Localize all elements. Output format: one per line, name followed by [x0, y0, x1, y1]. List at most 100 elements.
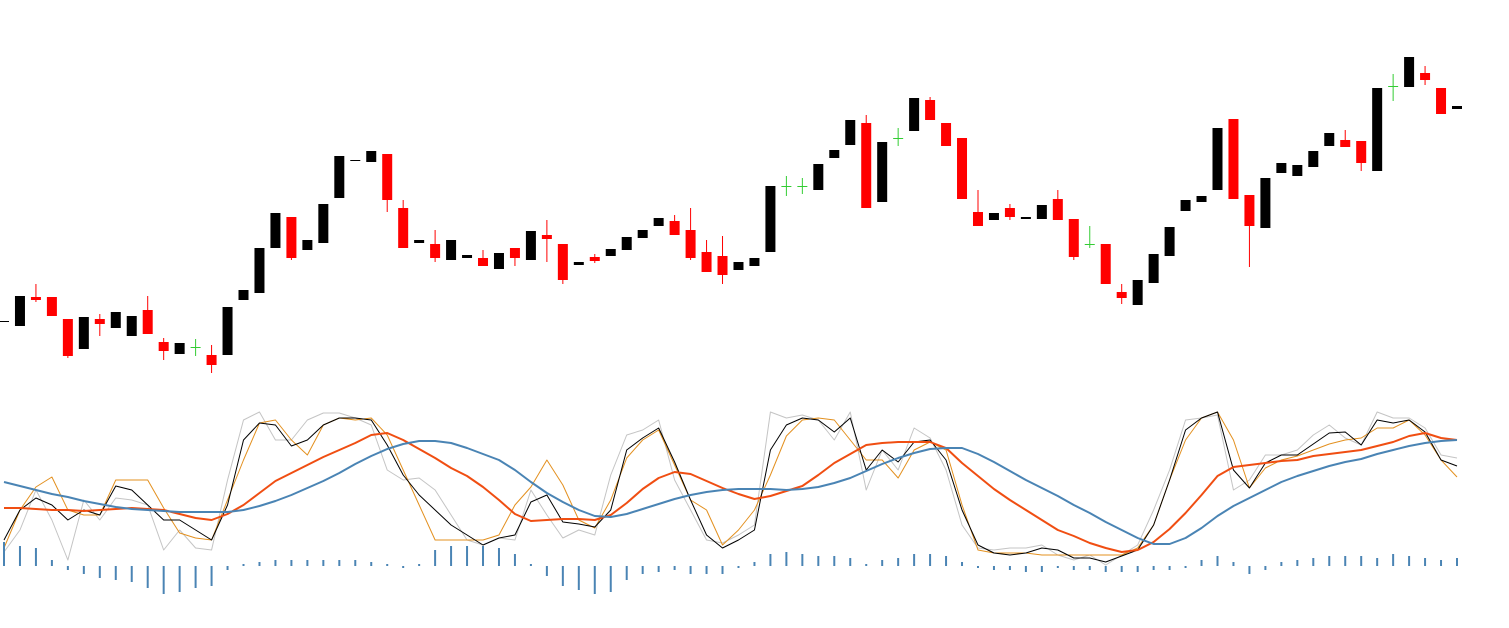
histogram-bar — [98, 566, 101, 578]
candle-body — [430, 244, 441, 258]
histogram-bar — [50, 560, 53, 566]
indicator-line — [3, 411, 1458, 556]
histogram-bar — [497, 548, 500, 566]
candle-body — [62, 319, 73, 356]
candle-body — [238, 290, 249, 300]
histogram-bar — [18, 546, 21, 566]
candle-body — [637, 230, 648, 238]
histogram-bar — [1120, 566, 1123, 572]
candle-body — [1132, 280, 1143, 305]
histogram-bar — [290, 560, 293, 566]
histogram-bar — [338, 560, 341, 566]
candle-body — [972, 212, 983, 226]
candle-body — [653, 218, 664, 226]
histogram-bar — [817, 556, 820, 566]
candle-body — [1228, 119, 1239, 199]
histogram-bar — [450, 546, 453, 566]
histogram-bar — [1344, 556, 1347, 566]
candle-body — [1308, 151, 1319, 167]
candle-body — [1292, 165, 1303, 176]
candle-body — [1324, 133, 1335, 146]
histogram-bar — [1248, 566, 1251, 574]
histogram-bar — [1376, 558, 1379, 566]
histogram-bar — [146, 566, 149, 588]
candle-body — [222, 307, 233, 355]
histogram-bar — [1296, 560, 1299, 566]
candle-body — [1276, 163, 1287, 173]
histogram-bar — [769, 554, 772, 566]
candle-body — [1420, 73, 1431, 80]
histogram-bar — [785, 552, 788, 566]
histogram-bar — [194, 566, 197, 588]
candle-body — [493, 253, 504, 269]
candle-body — [126, 316, 137, 336]
histogram-bar — [434, 550, 437, 566]
candle-body — [446, 240, 457, 260]
candle-body — [366, 151, 377, 162]
histogram-bar — [689, 566, 692, 574]
histogram-bar — [1072, 566, 1075, 570]
candle-body — [749, 258, 760, 266]
histogram-bar — [1168, 566, 1171, 570]
candle-body — [733, 262, 744, 270]
histogram-bar — [1136, 566, 1139, 572]
candle-body — [589, 257, 600, 261]
histogram-bar — [1392, 554, 1395, 566]
candle-body — [909, 98, 920, 131]
histogram-bar — [673, 566, 676, 570]
histogram-bar — [992, 566, 995, 570]
candle-body — [382, 154, 393, 200]
candle-body — [30, 297, 41, 300]
histogram-bar — [34, 548, 37, 566]
histogram-bar — [466, 546, 469, 566]
candle-body — [509, 248, 520, 258]
candle-body — [1068, 219, 1079, 257]
candle-body — [1212, 128, 1223, 190]
histogram-bar — [1424, 558, 1427, 566]
candle-body — [845, 120, 856, 145]
histogram-bar — [1216, 556, 1219, 566]
candle-body — [541, 235, 552, 239]
candle-body — [557, 244, 568, 280]
histogram-bar — [897, 558, 900, 566]
candle-body — [1164, 227, 1175, 256]
candle-body — [206, 355, 217, 365]
candle-body — [478, 258, 489, 266]
histogram-bar — [1104, 566, 1107, 572]
histogram-bar — [1232, 562, 1235, 566]
histogram-bar — [929, 554, 932, 566]
histogram-bar — [1360, 556, 1363, 566]
histogram-bar — [529, 564, 532, 566]
histogram-bar — [753, 562, 756, 566]
histogram-bar — [418, 564, 421, 566]
candle-body — [14, 296, 25, 326]
candle-body — [334, 156, 345, 198]
candle-body — [1260, 178, 1271, 228]
histogram-bar — [625, 566, 628, 580]
candle-body — [1004, 208, 1015, 217]
indicator-line — [3, 439, 1458, 545]
candle-body — [46, 297, 57, 316]
candle-body — [1452, 106, 1462, 109]
histogram-bar — [1088, 566, 1091, 570]
histogram-bar — [545, 566, 548, 576]
candle-body — [861, 123, 872, 208]
histogram-bar — [801, 554, 804, 566]
candle-body — [877, 142, 888, 202]
histogram-bar — [482, 546, 485, 566]
candle-body — [94, 319, 105, 324]
histogram-bar — [274, 560, 277, 566]
histogram-bar — [1024, 566, 1027, 572]
histogram-bar — [593, 566, 596, 594]
histogram-bar — [1152, 566, 1155, 570]
candle-body — [1196, 196, 1207, 202]
histogram-bar — [1040, 566, 1043, 572]
candle-body — [717, 256, 728, 275]
histogram-bar — [737, 566, 740, 568]
candle-body — [1052, 199, 1063, 220]
histogram-bar — [1264, 566, 1267, 570]
histogram-bar — [354, 560, 357, 566]
candle-body — [270, 213, 281, 248]
histogram-bar — [242, 564, 245, 566]
indicator-line — [3, 411, 1458, 566]
